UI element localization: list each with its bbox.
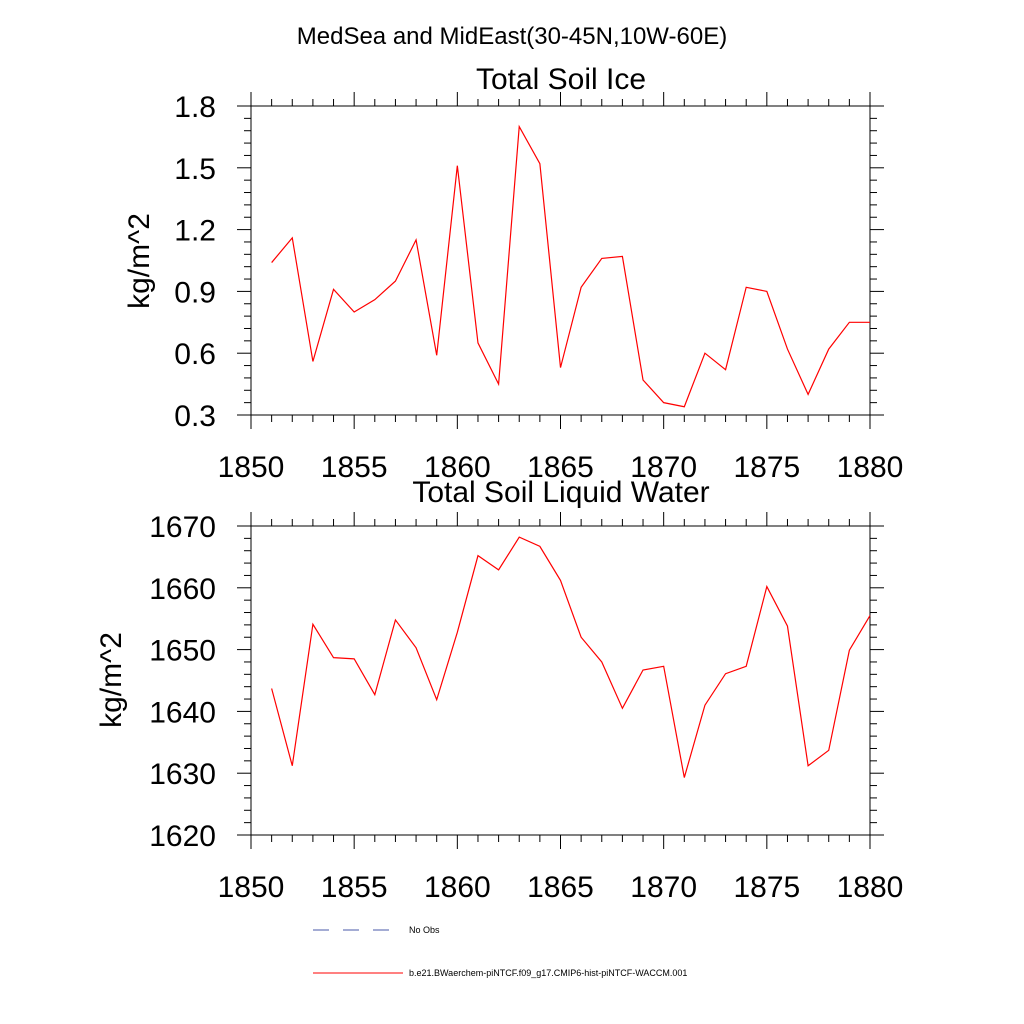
soil-ice-y-tick-label: 0.9	[174, 276, 216, 309]
soil-liquid-water-y-tick-label: 1640	[149, 696, 216, 729]
soil-liquid-water-y-tick-label: 1630	[149, 758, 216, 791]
figure-main-title: MedSea and MidEast(30-45N,10W-60E)	[297, 23, 727, 50]
soil-ice-x-tick-label: 1875	[733, 451, 800, 484]
soil-liquid-water-y-tick-label: 1650	[149, 635, 216, 668]
soil-ice-y-tick-label: 1.2	[174, 215, 216, 248]
soil-ice-title: Total Soil Ice	[476, 63, 646, 96]
soil-liquid-water-y-tick-label: 1670	[149, 511, 216, 544]
soil-liquid-water-y-tick-label: 1660	[149, 573, 216, 606]
soil-liquid-water-x-tick-label: 1865	[527, 871, 594, 904]
soil-ice-x-tick-label: 1865	[527, 451, 594, 484]
soil-liquid-water-title: Total Soil Liquid Water	[412, 476, 709, 509]
soil-ice-x-tick-label: 1860	[424, 451, 491, 484]
soil-liquid-water-x-tick-label: 1855	[321, 871, 388, 904]
soil-liquid-water-series-line	[271, 536, 871, 778]
soil-ice-y-tick-label: 1.5	[174, 153, 216, 186]
soil-liquid-water-x-tick-label: 1860	[424, 871, 491, 904]
soil-liquid-water-x-tick-label: 1850	[218, 871, 285, 904]
soil-ice-panel: Total Soil Ice kg/m^2 1850 1855 1860 1865 18…	[123, 63, 903, 484]
soil-ice-y-tick-label: 0.3	[174, 400, 216, 433]
soil-liquid-water-ylabel: kg/m^2	[95, 632, 128, 728]
legend-no-obs-label: No Obs	[409, 925, 440, 935]
soil-ice-y-tick-label: 1.8	[174, 91, 216, 124]
legend: No Obs b.e21.BWaerchem-piNTCF.f09_g17.CM…	[313, 925, 687, 978]
soil-liquid-water-plot-frame	[250, 525, 871, 836]
soil-ice-series-line	[271, 124, 870, 408]
soil-ice-ylabel: kg/m^2	[123, 213, 156, 309]
soil-ice-x-tick-label: 1880	[837, 451, 904, 484]
soil-liquid-water-x-tick-label: 1875	[733, 871, 800, 904]
soil-liquid-water-x-tick-label: 1880	[837, 871, 904, 904]
soil-ice-plot-frame	[250, 105, 871, 416]
soil-ice-x-tick-label: 1870	[630, 451, 697, 484]
soil-ice-x-tick-label: 1855	[321, 451, 388, 484]
soil-ice-x-tick-label: 1850	[218, 451, 285, 484]
legend-model-label: b.e21.BWaerchem-piNTCF.f09_g17.CMIP6-his…	[409, 968, 687, 978]
soil-liquid-water-panel: Total Soil Liquid Water kg/m^2 1850 1855 1…	[95, 476, 903, 904]
soil-ice-y-tick-label: 0.6	[174, 338, 216, 371]
soil-liquid-water-y-tick-label: 1620	[149, 820, 216, 853]
soil-liquid-water-x-tick-label: 1870	[630, 871, 697, 904]
